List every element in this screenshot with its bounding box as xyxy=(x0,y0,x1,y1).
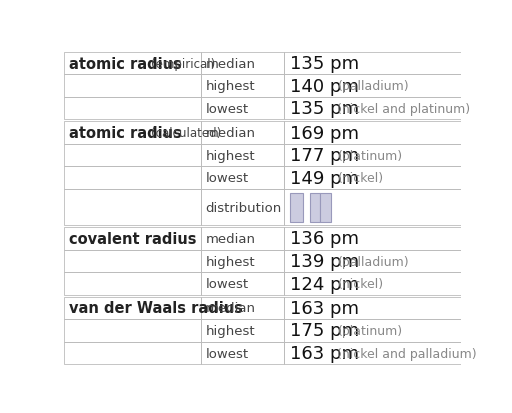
Bar xyxy=(201,273,284,295)
Text: (palladium): (palladium) xyxy=(337,80,409,93)
Bar xyxy=(201,297,284,319)
Text: 177 pm: 177 pm xyxy=(290,147,359,165)
Text: highest: highest xyxy=(206,149,255,162)
Bar xyxy=(284,122,461,145)
Bar xyxy=(284,53,461,75)
Bar xyxy=(64,342,201,364)
Text: 136 pm: 136 pm xyxy=(290,230,359,248)
Text: 135 pm: 135 pm xyxy=(290,100,359,118)
Bar xyxy=(201,228,284,250)
Bar xyxy=(321,194,331,222)
Text: 169 pm: 169 pm xyxy=(290,124,359,142)
Bar xyxy=(64,273,201,295)
Text: highest: highest xyxy=(206,324,255,337)
Bar xyxy=(284,319,461,342)
Text: 175 pm: 175 pm xyxy=(290,322,359,339)
Bar xyxy=(284,98,461,120)
Text: median: median xyxy=(206,233,255,245)
Bar xyxy=(201,190,284,226)
Bar xyxy=(284,250,461,273)
Text: median: median xyxy=(206,127,255,140)
Bar xyxy=(64,228,201,250)
Text: (calculated): (calculated) xyxy=(151,127,221,140)
Text: 140 pm: 140 pm xyxy=(290,78,359,95)
Text: atomic radius: atomic radius xyxy=(69,126,182,141)
Text: (empirical): (empirical) xyxy=(151,57,215,71)
Bar xyxy=(64,297,201,319)
Bar xyxy=(64,145,201,167)
Bar xyxy=(64,319,201,342)
Text: 135 pm: 135 pm xyxy=(290,55,359,73)
Text: van der Waals radius: van der Waals radius xyxy=(69,301,243,316)
Bar xyxy=(201,342,284,364)
Bar xyxy=(284,145,461,167)
Bar xyxy=(64,75,201,98)
Bar xyxy=(284,228,461,250)
Text: lowest: lowest xyxy=(206,172,249,185)
Text: median: median xyxy=(206,57,255,71)
Bar xyxy=(284,342,461,364)
Text: distribution: distribution xyxy=(206,201,282,214)
Bar xyxy=(310,194,321,222)
Text: highest: highest xyxy=(206,255,255,268)
Text: lowest: lowest xyxy=(206,347,249,360)
Text: lowest: lowest xyxy=(206,278,249,290)
Bar xyxy=(201,122,284,145)
Text: (nickel and platinum): (nickel and platinum) xyxy=(337,102,471,115)
Bar xyxy=(201,98,284,120)
Text: 163 pm: 163 pm xyxy=(290,299,359,317)
Text: (nickel): (nickel) xyxy=(337,278,383,290)
Bar xyxy=(64,167,201,190)
Bar xyxy=(64,190,201,226)
Bar xyxy=(290,194,303,222)
Bar xyxy=(201,167,284,190)
Bar xyxy=(284,75,461,98)
Text: 124 pm: 124 pm xyxy=(290,275,359,293)
Text: 149 pm: 149 pm xyxy=(290,169,359,187)
Text: 139 pm: 139 pm xyxy=(290,252,359,271)
Bar xyxy=(201,75,284,98)
Text: median: median xyxy=(206,302,255,315)
Bar xyxy=(284,167,461,190)
Bar xyxy=(201,145,284,167)
Bar xyxy=(64,98,201,120)
Bar xyxy=(284,190,461,226)
Bar xyxy=(201,250,284,273)
Text: covalent radius: covalent radius xyxy=(69,231,196,247)
Bar xyxy=(64,53,201,75)
Bar xyxy=(64,122,201,145)
Bar xyxy=(284,273,461,295)
Bar xyxy=(201,53,284,75)
Text: (palladium): (palladium) xyxy=(337,255,409,268)
Text: lowest: lowest xyxy=(206,102,249,115)
Text: (nickel): (nickel) xyxy=(337,172,383,185)
Text: atomic radius: atomic radius xyxy=(69,57,182,71)
Text: (nickel and palladium): (nickel and palladium) xyxy=(337,347,477,360)
Bar xyxy=(284,297,461,319)
Text: (platinum): (platinum) xyxy=(337,324,402,337)
Text: 163 pm: 163 pm xyxy=(290,344,359,362)
Text: (platinum): (platinum) xyxy=(337,149,402,162)
Text: highest: highest xyxy=(206,80,255,93)
Bar xyxy=(64,250,201,273)
Bar xyxy=(201,319,284,342)
